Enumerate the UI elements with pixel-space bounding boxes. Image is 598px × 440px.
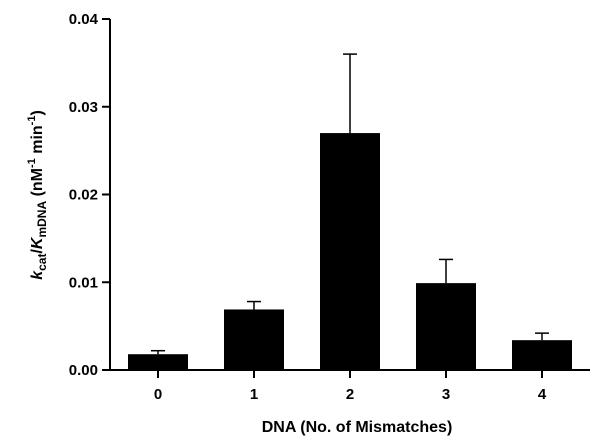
bar: [416, 283, 476, 370]
y-axis-title-exp2: -1: [26, 116, 38, 126]
error-bars-layer: [151, 53, 549, 355]
bar: [320, 133, 380, 370]
x-axis-title: DNA (No. of Mismatches): [262, 419, 453, 436]
y-tick-label: 0.02: [69, 187, 98, 204]
x-tick-label: 4: [538, 386, 547, 403]
y-tick-label: 0.03: [69, 99, 98, 116]
y-tick-label: 0.00: [69, 362, 98, 379]
y-axis-title-mdna: mDNA: [35, 201, 49, 238]
x-tick-label: 3: [442, 386, 450, 403]
y-axis-title-exp1: -1: [26, 158, 38, 168]
bar: [224, 309, 284, 370]
y-tick-label: 0.04: [69, 11, 99, 28]
x-ticks: 0 1 2 3 4: [154, 370, 547, 403]
y-axis-title-K: K: [29, 236, 46, 249]
y-axis-title-units-open: (nM: [29, 168, 46, 201]
y-axis-title-k: k: [29, 270, 46, 280]
x-tick-label: 0: [154, 386, 162, 403]
y-axis-title-units-close: ): [29, 110, 46, 115]
y-tick-label: 0.01: [69, 274, 98, 291]
bar: [128, 354, 188, 370]
y-axis-title-cat: cat: [35, 254, 49, 271]
bars-layer: [128, 133, 572, 370]
y-ticks: 0.00 0.01 0.02 0.03 0.04: [69, 11, 110, 379]
x-tick-label: 1: [250, 386, 258, 403]
y-axis-title-slash: /: [29, 249, 46, 254]
x-tick-label: 2: [346, 386, 354, 403]
bar: [512, 340, 572, 370]
y-axis-title: kcat/KmDNA (nM-1 min-1): [26, 110, 49, 280]
y-axis-title-min: min: [29, 125, 46, 158]
